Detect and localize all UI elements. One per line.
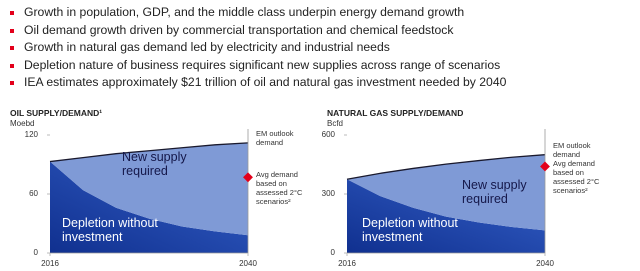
demand-line: [49, 142, 249, 163]
area-label: New supply required: [462, 178, 527, 206]
area: [347, 179, 545, 253]
x-tick-label: 2040: [239, 259, 257, 268]
area-label: Depletion without investment: [62, 216, 158, 244]
bullet: Oil demand growth driven by commercial t…: [8, 22, 506, 40]
annotation: EM outlook demand: [553, 140, 591, 159]
y-tick-label: 600: [322, 130, 336, 139]
bullet-list: Growth in population, GDP, and the middl…: [8, 4, 506, 92]
area: [50, 142, 248, 236]
y-axis-label: Bcfd: [327, 119, 344, 128]
bullet: Depletion nature of business requires si…: [8, 57, 506, 75]
y-tick-label: 60: [29, 189, 38, 198]
x-tick-label: 2016: [338, 259, 356, 268]
marker-label: Avg demand based on assessed 2°C scenari…: [256, 170, 303, 207]
y-axis-label: Moebd: [10, 119, 35, 128]
chart-title: NATURAL GAS SUPPLY/DEMAND: [327, 108, 464, 118]
y-tick-label: 300: [322, 189, 336, 198]
y-tick-label: 0: [331, 248, 336, 257]
marker-label: Avg demand based on assessed 2°C scenari…: [553, 159, 600, 196]
area-label: Depletion without investment: [362, 216, 458, 244]
x-tick-label: 2040: [536, 259, 554, 268]
bullet: IEA estimates approximately $21 trillion…: [8, 74, 506, 92]
y-tick-label: 120: [25, 130, 39, 139]
area: [50, 161, 248, 253]
bullet: Growth in population, GDP, and the middl…: [8, 4, 506, 22]
marker: [540, 161, 550, 172]
demand-line: [346, 154, 546, 180]
annotation: EM outlook demand: [256, 128, 294, 147]
marker: [243, 172, 253, 183]
y-tick-label: 0: [34, 248, 39, 257]
area-label: New supply required: [122, 150, 187, 178]
bullet: Growth in natural gas demand led by elec…: [8, 39, 506, 57]
chart-title: OIL SUPPLY/DEMAND¹: [10, 108, 103, 118]
area: [347, 154, 545, 231]
x-tick-label: 2016: [41, 259, 59, 268]
